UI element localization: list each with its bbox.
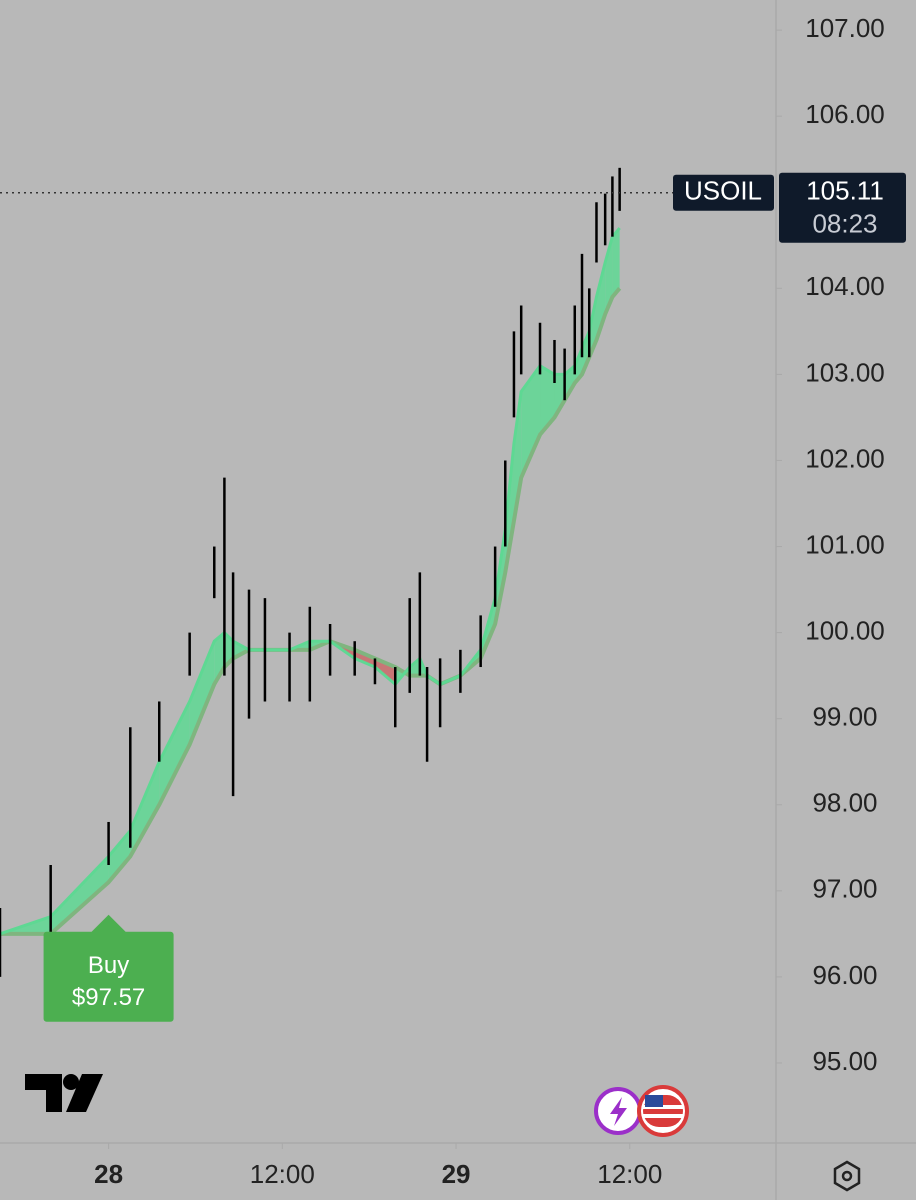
logo [25, 1074, 103, 1112]
y-tick-label: 96.00 [812, 960, 877, 990]
ribbon-segment [564, 365, 575, 401]
y-tick-label: 103.00 [805, 357, 885, 387]
buy-box [43, 914, 174, 1022]
ribbon-segment [582, 331, 590, 375]
y-tick-label: 107.00 [805, 13, 885, 43]
y-tick-label: 102.00 [805, 443, 885, 473]
ribbon-segment [540, 365, 555, 435]
ribbon-segment [605, 236, 613, 315]
symbol-box [673, 174, 774, 211]
x-tick-label: 28 [94, 1159, 123, 1189]
price-label: 105.11 [806, 176, 884, 206]
ribbon-segment [513, 391, 522, 521]
ribbon-segment [159, 701, 190, 805]
countdown-label: 08:23 [812, 209, 877, 239]
ribbon-segment [596, 262, 606, 340]
plot-area [0, 167, 622, 977]
price-box [779, 172, 906, 243]
y-tick-label: 101.00 [805, 529, 885, 559]
x-tick-label: 12:00 [597, 1159, 662, 1189]
y-tick-label: 95.00 [812, 1046, 877, 1076]
y-tick-label: 99.00 [812, 702, 877, 732]
event-icons[interactable] [594, 1085, 689, 1137]
y-tick-label: 98.00 [812, 788, 877, 818]
ribbon-segment [189, 641, 215, 745]
ribbon-segment [108, 830, 131, 883]
symbol-label: USOIL [684, 176, 762, 206]
ribbon-segment [130, 761, 160, 857]
y-tick-label: 97.00 [812, 874, 877, 904]
x-tick-label: 29 [442, 1159, 471, 1189]
y-tick-label: 100.00 [805, 615, 885, 645]
ribbon-segment [554, 374, 565, 418]
y-tick-label: 104.00 [805, 271, 885, 301]
buy-label: Buy [88, 952, 129, 979]
ribbon-segment [612, 228, 620, 297]
settings-button[interactable] [833, 1160, 861, 1192]
y-tick-label: 106.00 [805, 99, 885, 129]
ribbon-segment [409, 658, 420, 676]
ribbon-segment [521, 365, 541, 478]
ribbon-segment [50, 856, 109, 934]
buy-price: $97.57 [72, 984, 145, 1011]
settings-icon [841, 1170, 853, 1182]
x-tick-label: 12:00 [250, 1159, 315, 1189]
ribbon-line [0, 287, 622, 936]
